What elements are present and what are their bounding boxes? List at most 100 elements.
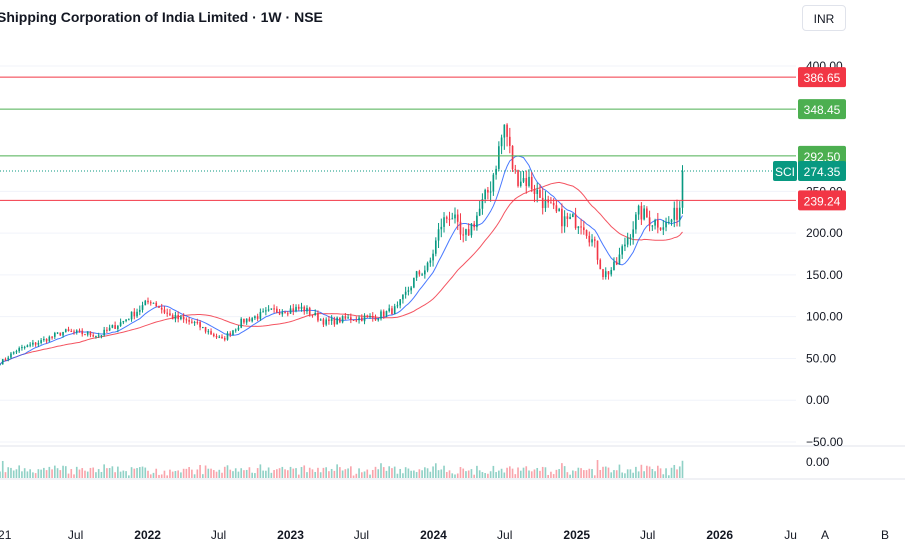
volume-bar [292,468,295,478]
candle-body [281,312,284,315]
volume-bar [67,473,70,478]
volume-bar [267,467,270,478]
candle-body [506,124,508,137]
volume-bar [377,469,380,478]
volume-bar [563,466,566,478]
volume-bar [240,468,243,478]
moving-average-slow-line [0,181,683,365]
candle-body [84,334,86,336]
candle-body [171,315,174,320]
candle-body [185,319,188,321]
volume-bar [637,471,640,478]
candle-body [407,290,410,292]
candle-body [240,318,243,328]
volume-bar [380,463,382,478]
candle-body [306,307,308,312]
volume-bar [215,471,218,478]
price-axis-tick: 50.00 [806,351,836,365]
volume-bar [339,467,341,478]
candle-body [508,136,511,146]
candle-body [629,237,632,239]
volume-bar [467,470,470,478]
volume-bar [108,467,111,478]
volume-bar [618,464,621,478]
volume-bar [656,465,659,478]
last-price-label [798,160,846,181]
volume-bar [410,470,412,478]
candle-body [585,230,588,236]
volume-bar [221,472,223,478]
candle-body [344,316,347,319]
candle-body [415,271,418,278]
volume-bar [295,468,297,478]
volume-bar [552,474,555,478]
log-scale-button[interactable]: B [880,528,889,542]
candle-body [48,336,51,342]
time-axis-tick: 21 [0,528,12,542]
volume-bar [648,466,651,478]
volume-bar [498,470,500,478]
candle-body [503,124,506,138]
volume-bar [382,467,385,478]
volume-bar [654,471,656,478]
volume-bar [270,472,273,478]
candle-body [128,319,130,321]
volume-bar [407,468,410,478]
candle-body [196,322,199,324]
candle-body [92,335,95,337]
volume-bar [278,468,281,478]
candle-body [133,311,136,317]
volume-bar [330,468,333,478]
volume-bar [188,467,190,478]
volume-bar [45,470,48,478]
candle-body [404,291,407,295]
price-label-text: 239.24 [804,194,841,208]
candle-body [53,333,56,337]
candle-body [177,314,179,320]
candle-body [169,313,171,316]
volume-bar [199,464,201,478]
candle-body [204,327,207,332]
candle-body [443,217,445,227]
candle-body [300,306,303,309]
volume-bar [651,468,654,478]
time-axis-tick: 2026 [706,528,733,542]
candle-body [566,216,569,219]
candle-body [106,329,108,331]
price-label-resistance [798,67,846,88]
candle-body [550,202,552,204]
volume-bar [550,471,552,478]
volume-bar [34,473,37,478]
volume-bar [577,467,580,478]
volume-bar [391,468,393,478]
volume-bar [413,470,415,478]
currency-button[interactable]: INR [802,5,846,31]
candle-body [445,217,448,219]
candle-body [599,259,602,270]
candle-body [86,331,89,335]
volume-bar [75,466,78,478]
candle-body [322,319,325,325]
candle-body [635,214,637,230]
volume-bar [352,475,355,478]
volume-bar [70,469,73,478]
volume-bar [580,468,582,478]
candle-body [465,229,467,235]
volume-bar [256,468,259,478]
volume-bar [344,469,347,478]
candle-body [558,208,560,212]
candle-body [174,314,177,320]
candle-body [73,331,75,333]
candle-body [218,336,221,338]
candle-body [369,316,371,318]
auto-scale-button[interactable]: A [820,528,829,542]
volume-bar [593,475,596,478]
candle-body [530,176,533,190]
volume-bar [234,468,237,478]
volume-bar [514,474,517,478]
volume-bar [459,467,462,478]
candle-body [659,227,662,230]
volume-bar [613,470,615,478]
